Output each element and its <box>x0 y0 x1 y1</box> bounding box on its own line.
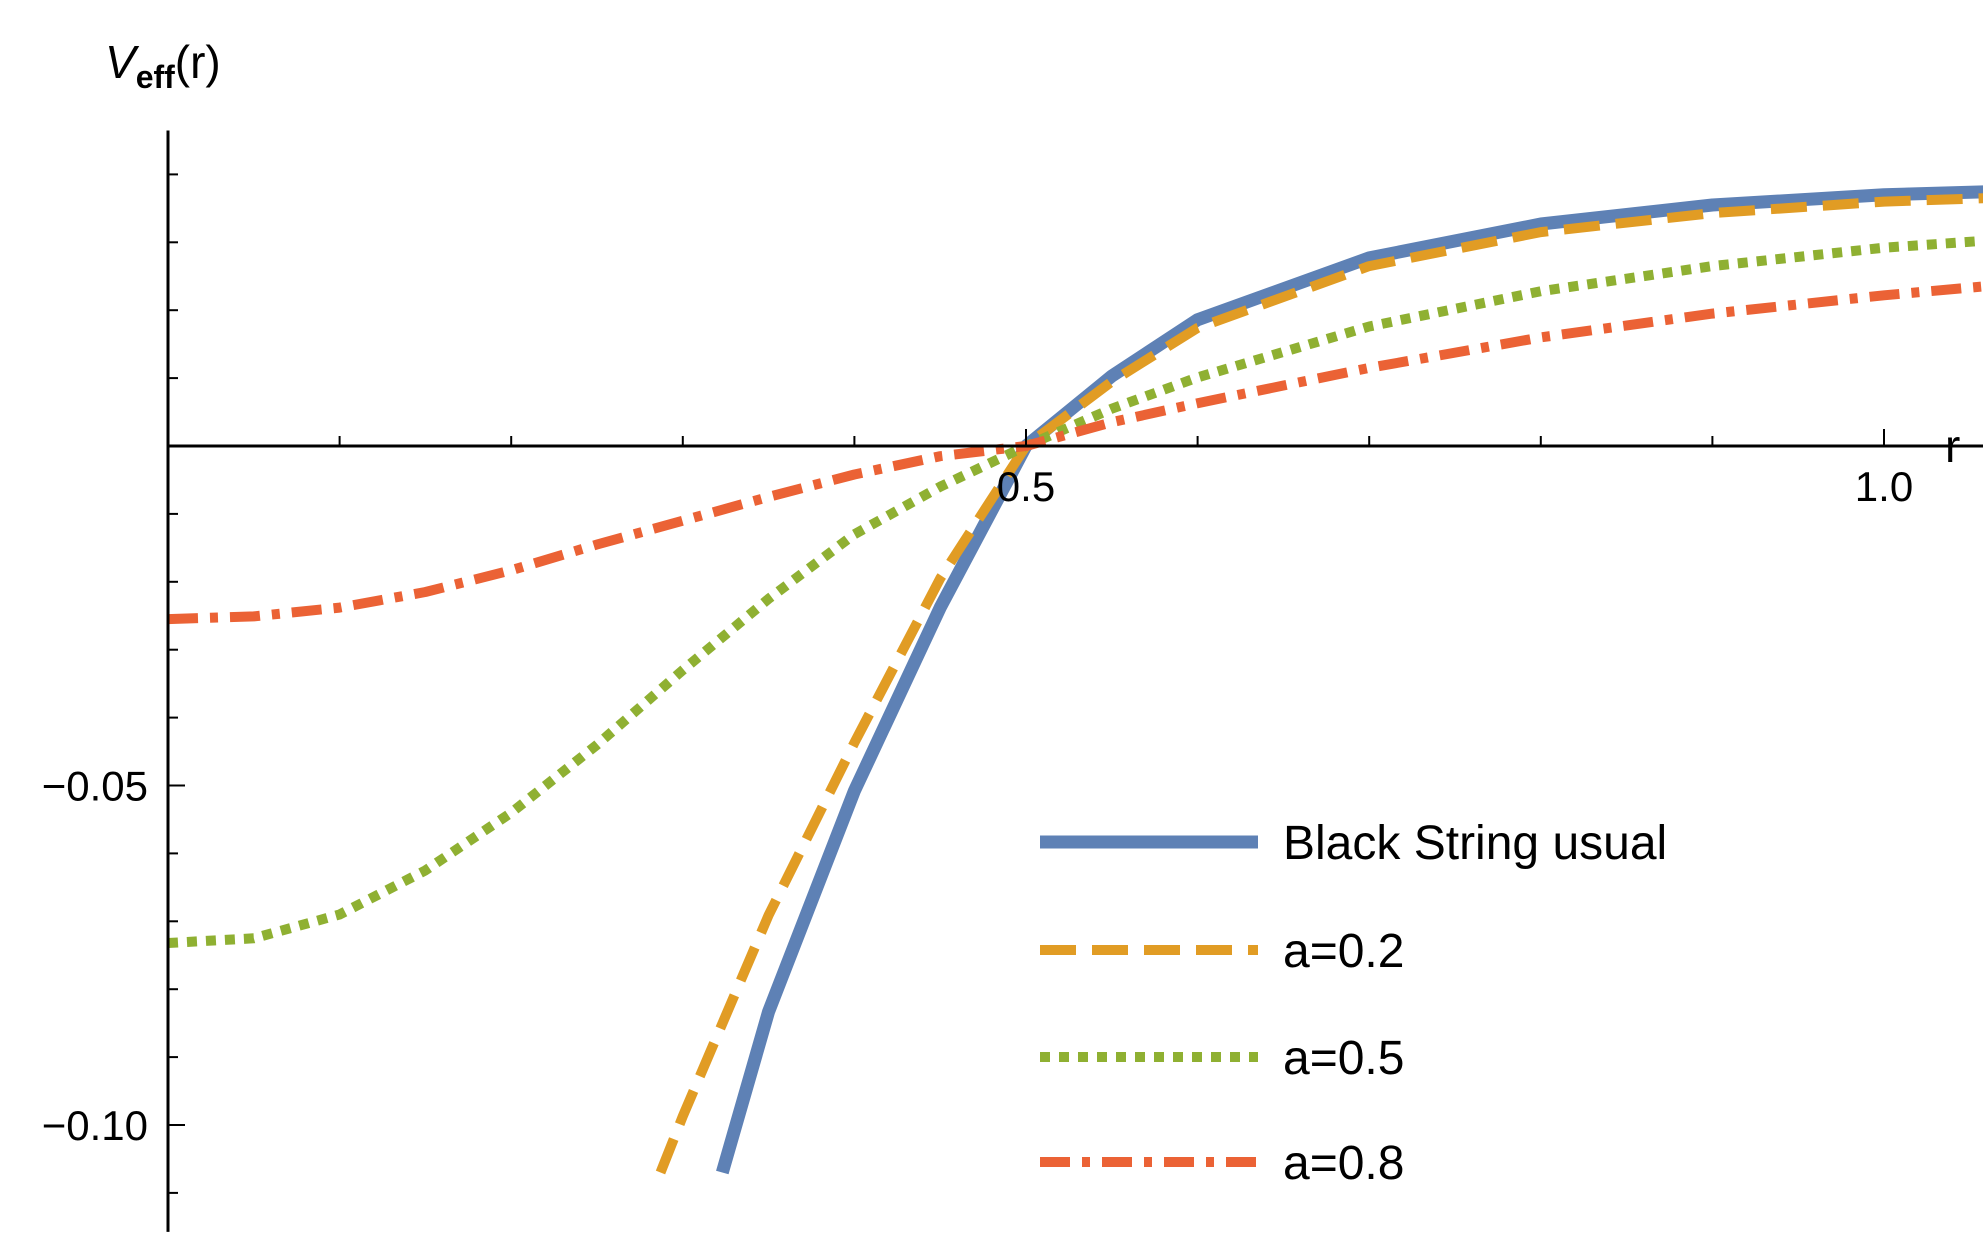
y-axis-label-tail: (r) <box>175 36 221 88</box>
legend-label: a=0.5 <box>1283 1032 1404 1085</box>
y-axis-label-subscript: eff <box>136 59 175 95</box>
x-tick-label: 0.5 <box>997 463 1055 510</box>
legend: Black String usual a=0.2 a=0.5 a=0.8 <box>1040 817 1667 1190</box>
series-line-black-string-usual <box>716 185 1983 1175</box>
axes <box>166 130 1983 1232</box>
series-line-a-0-2 <box>655 193 1983 1175</box>
axis-ticks <box>168 173 1885 1194</box>
y-axis-label: Veff(r) <box>105 36 221 95</box>
y-axis-label-base: V <box>105 36 140 88</box>
y-tick-label: −0.10 <box>42 1102 148 1149</box>
x-tick-label: 1.0 <box>1855 463 1913 510</box>
plot-curves <box>167 185 1983 1175</box>
legend-label: a=0.2 <box>1283 925 1404 978</box>
y-tick-label: −0.05 <box>42 763 148 810</box>
legend-label: a=0.8 <box>1283 1137 1404 1190</box>
x-axis-label: r <box>1945 420 1960 472</box>
legend-label: Black String usual <box>1283 817 1667 870</box>
series-line-a-0-5 <box>167 235 1983 948</box>
tick-labels: 0.51.01.52.0−0.05−0.10 <box>42 463 1913 1149</box>
